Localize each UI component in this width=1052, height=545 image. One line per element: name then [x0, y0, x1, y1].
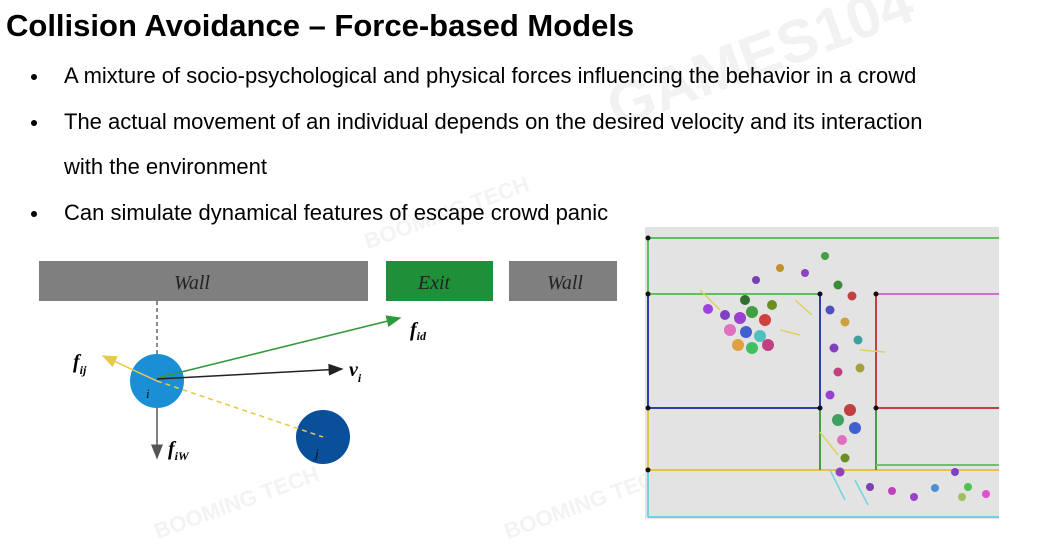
wall-right	[509, 261, 617, 301]
bullet-2-continued: with the environment	[64, 154, 267, 179]
force-fiw-label: fiW	[168, 438, 190, 463]
simulation-background	[645, 227, 999, 519]
desired-force-arrow	[156, 315, 402, 379]
bullet-dot	[31, 74, 37, 80]
crowd-cluster-lower	[866, 468, 990, 501]
wall-right-label: Wall	[547, 272, 583, 294]
corridor-outlines	[647, 237, 999, 518]
crowd-cluster-upper	[703, 252, 829, 354]
bullet-dot	[31, 120, 37, 126]
bullet-1: A mixture of socio-psychological and phy…	[64, 63, 917, 88]
velocity-arrow	[156, 363, 344, 380]
wall-left	[39, 261, 368, 301]
agent-i-label: i	[146, 386, 150, 401]
agent-j-label: j	[313, 446, 319, 461]
bullet-2: The actual movement of an individual dep…	[64, 109, 923, 134]
interaction-line	[156, 380, 324, 438]
bullet-3: Can simulate dynamical features of escap…	[64, 200, 609, 225]
crowd-cluster-exit	[825, 280, 865, 477]
corridor-corners	[645, 235, 879, 473]
wall-left-label: Wall	[174, 272, 210, 294]
force-fij-label: fij	[73, 351, 87, 377]
velocity-label: vi	[349, 359, 362, 385]
repulsive-force-arrow	[101, 355, 158, 382]
force-diagram: Wall Exit Wall i j fid vi fij fiW	[39, 261, 617, 464]
exit-label: Exit	[417, 272, 451, 294]
bullet-dot	[31, 211, 37, 217]
exit	[386, 261, 493, 301]
force-fid-label: fid	[410, 319, 427, 343]
motion-traces	[699, 289, 886, 506]
slide-title: Collision Avoidance – Force-based Models	[6, 8, 635, 43]
